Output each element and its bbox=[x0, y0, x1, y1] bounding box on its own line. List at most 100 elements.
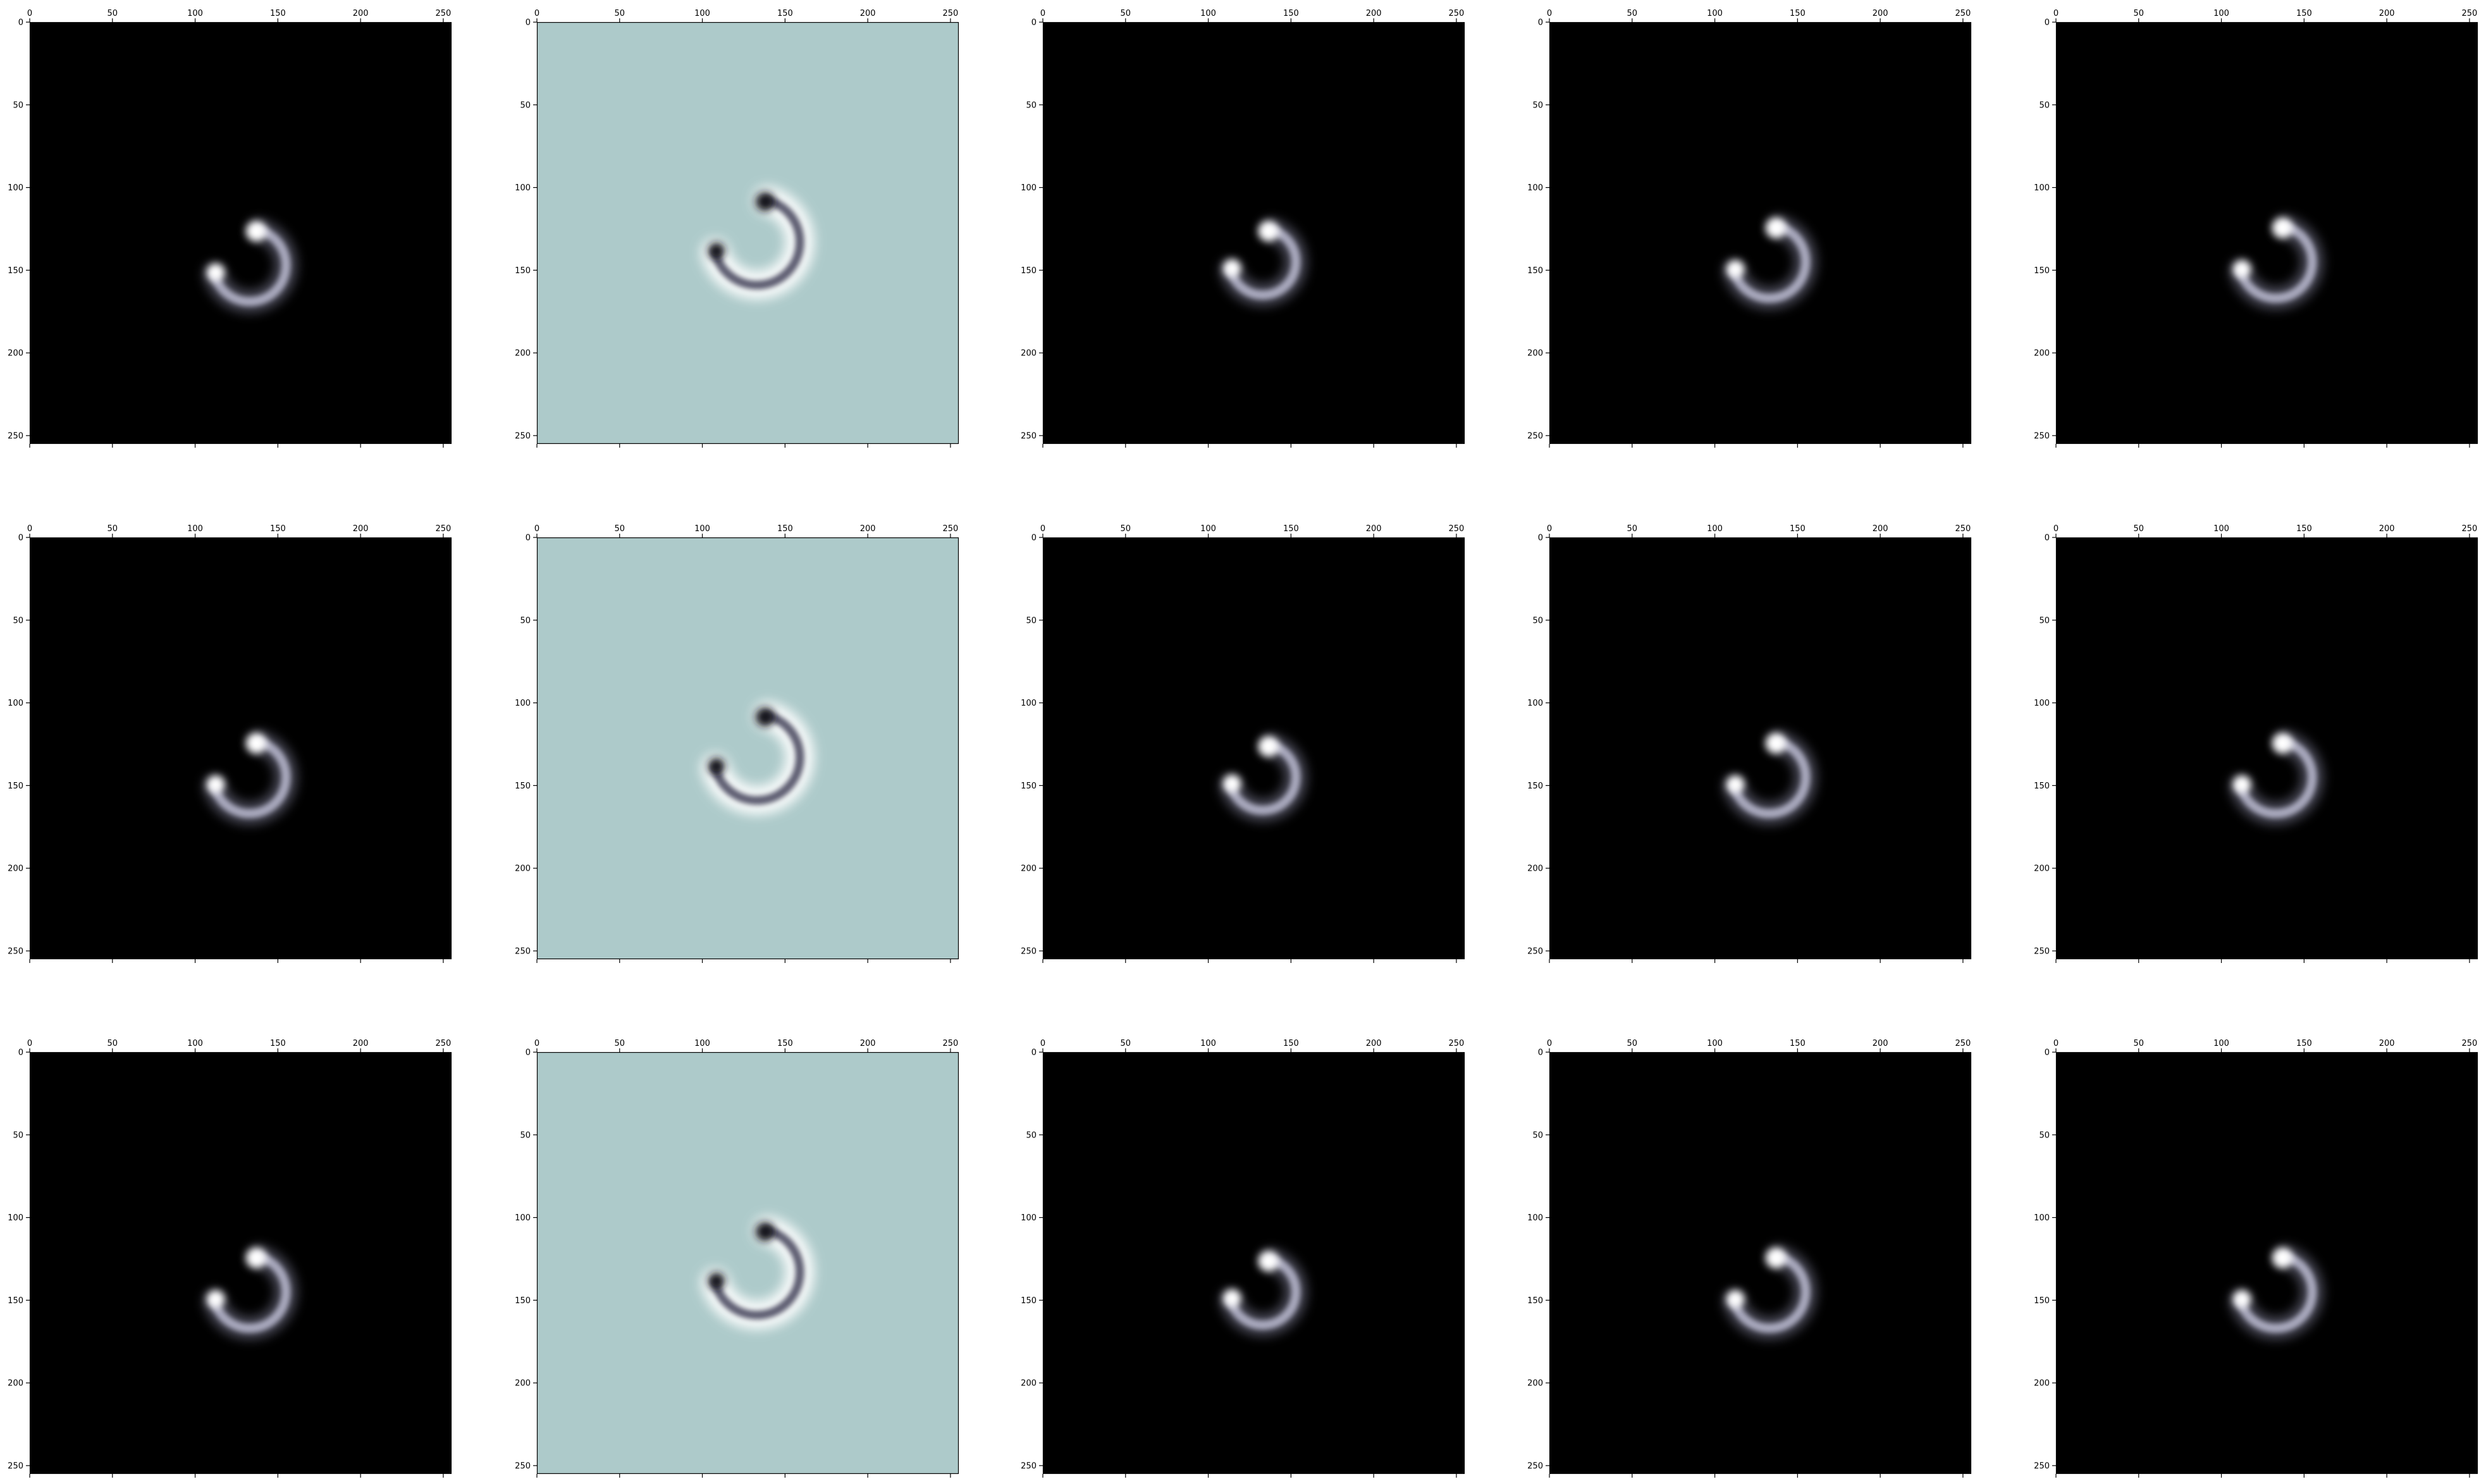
y-tick-label: 200 bbox=[515, 349, 531, 359]
y-tick-label: 150 bbox=[1021, 1296, 1037, 1306]
axes-frame bbox=[2055, 21, 2478, 445]
panel-background bbox=[30, 22, 452, 444]
panel-background bbox=[537, 22, 959, 444]
x-tick-label: 250 bbox=[943, 524, 959, 534]
spiral-arc bbox=[1723, 731, 1817, 825]
y-tick-label: 250 bbox=[1021, 947, 1037, 956]
y-tick-label: 150 bbox=[1021, 266, 1037, 276]
y-tick-label: 250 bbox=[8, 947, 23, 956]
x-tick-label: 150 bbox=[2296, 524, 2312, 534]
y-tick-label: 200 bbox=[1021, 349, 1037, 359]
panel-background bbox=[30, 1052, 452, 1474]
x-tick-label: 200 bbox=[860, 524, 876, 534]
spiral-arc bbox=[1220, 1249, 1307, 1336]
y-tick-label: 50 bbox=[1532, 616, 1543, 625]
y-tick-label: 150 bbox=[515, 782, 531, 791]
spiral-arc bbox=[2230, 731, 2323, 825]
axes-frame bbox=[1042, 537, 1465, 960]
x-tick-label: 150 bbox=[777, 524, 793, 534]
x-tick-label: 100 bbox=[694, 1039, 710, 1048]
panels-layer: 0 50 100 150 200 250 0 50 100 150 200 250 0 50 100 150 2… bbox=[8, 9, 2478, 1478]
x-tick-label: 200 bbox=[1873, 1039, 1888, 1048]
x-tick-label: 250 bbox=[943, 1039, 959, 1048]
x-tick-label: 50 bbox=[108, 1039, 118, 1048]
x-tick-label: 50 bbox=[1121, 9, 1131, 18]
spiral-arc bbox=[1220, 734, 1307, 821]
x-tick-label: 150 bbox=[1790, 1039, 1806, 1048]
y-tick-label: 0 bbox=[1031, 18, 1037, 28]
panel-background bbox=[1043, 1052, 1465, 1474]
y-tick-label: 200 bbox=[1021, 864, 1037, 874]
y-tick-label: 150 bbox=[515, 1296, 531, 1306]
y-tick-label: 250 bbox=[2034, 1461, 2050, 1471]
x-tick-label: 50 bbox=[1627, 1039, 1638, 1048]
x-tick-label: 100 bbox=[187, 1039, 203, 1048]
x-tick-label: 100 bbox=[187, 524, 203, 534]
x-tick-label: 0 bbox=[534, 524, 539, 534]
x-tick-label: 50 bbox=[108, 524, 118, 534]
image-panel-r1-c1: 0 50 100 150 200 250 0 50 100 150 200 250 bbox=[8, 9, 452, 448]
spiral-arc bbox=[2230, 1246, 2323, 1339]
axes-frame bbox=[2055, 1052, 2478, 1475]
x-tick-label: 0 bbox=[27, 1039, 32, 1048]
image-panel-r3-c1: 0 50 100 150 200 250 0 50 100 150 200 250 bbox=[8, 1039, 452, 1478]
y-tick-label: 0 bbox=[1538, 18, 1543, 28]
y-tick-label: 250 bbox=[8, 431, 23, 441]
y-tick-label: 50 bbox=[13, 101, 23, 110]
y-tick-label: 0 bbox=[1538, 1048, 1543, 1058]
y-tick-label: 0 bbox=[2045, 18, 2050, 28]
x-tick-label: 100 bbox=[2213, 524, 2229, 534]
y-tick-label: 0 bbox=[1538, 534, 1543, 543]
x-tick-label: 150 bbox=[1283, 524, 1299, 534]
y-tick-label: 250 bbox=[2034, 431, 2050, 441]
y-tick-label: 100 bbox=[1527, 1213, 1543, 1223]
x-tick-label: 250 bbox=[436, 524, 452, 534]
y-tick-label: 50 bbox=[520, 101, 531, 110]
image-panel-r2-c4: 0 50 100 150 200 250 0 50 100 150 200 250 bbox=[1527, 524, 1972, 963]
x-tick-label: 100 bbox=[1707, 9, 1723, 18]
x-tick-label: 150 bbox=[1790, 9, 1806, 18]
x-tick-label: 200 bbox=[353, 1039, 369, 1048]
spiral-arc bbox=[204, 731, 297, 825]
y-tick-label: 100 bbox=[515, 699, 531, 708]
image-panel-r3-c4: 0 50 100 150 200 250 0 50 100 150 200 250 bbox=[1527, 1039, 1972, 1478]
y-tick-label: 150 bbox=[2034, 782, 2050, 791]
y-tick-label: 0 bbox=[526, 1048, 531, 1058]
x-tick-label: 50 bbox=[615, 9, 625, 18]
panel-background bbox=[2056, 537, 2478, 959]
axes-frame bbox=[29, 537, 452, 960]
x-tick-label: 150 bbox=[270, 524, 286, 534]
x-tick-label: 0 bbox=[27, 9, 32, 18]
y-tick-label: 250 bbox=[1527, 947, 1543, 956]
x-tick-label: 200 bbox=[353, 9, 369, 18]
y-tick-label: 100 bbox=[1527, 699, 1543, 708]
y-tick-label: 200 bbox=[2034, 864, 2050, 874]
x-tick-label: 250 bbox=[1955, 1039, 1971, 1048]
x-tick-label: 250 bbox=[1449, 524, 1465, 534]
panel-background bbox=[30, 537, 452, 959]
axes-frame bbox=[1549, 537, 1972, 960]
x-tick-label: 0 bbox=[1547, 524, 1552, 534]
x-tick-label: 250 bbox=[1955, 524, 1971, 534]
spiral-arc bbox=[701, 186, 815, 300]
x-tick-label: 200 bbox=[860, 1039, 876, 1048]
y-tick-label: 100 bbox=[1021, 699, 1037, 708]
y-tick-label: 0 bbox=[526, 18, 531, 28]
x-tick-label: 250 bbox=[1955, 9, 1971, 18]
x-tick-label: 200 bbox=[1366, 1039, 1382, 1048]
spiral-arc bbox=[2230, 216, 2323, 309]
x-tick-label: 150 bbox=[2296, 1039, 2312, 1048]
x-tick-label: 100 bbox=[2213, 1039, 2229, 1048]
image-panel-r3-c5: 0 50 100 150 200 250 0 50 100 150 200 250 bbox=[2034, 1039, 2478, 1478]
x-tick-label: 200 bbox=[353, 524, 369, 534]
panel-background bbox=[1549, 537, 1971, 959]
x-tick-label: 50 bbox=[1627, 524, 1638, 534]
x-tick-label: 250 bbox=[1449, 1039, 1465, 1048]
x-tick-label: 200 bbox=[860, 9, 876, 18]
x-tick-label: 250 bbox=[943, 9, 959, 18]
x-tick-label: 50 bbox=[1121, 524, 1131, 534]
y-tick-label: 250 bbox=[1021, 1461, 1037, 1471]
x-tick-label: 150 bbox=[270, 1039, 286, 1048]
y-tick-label: 200 bbox=[8, 349, 23, 359]
y-tick-label: 250 bbox=[8, 1461, 23, 1471]
